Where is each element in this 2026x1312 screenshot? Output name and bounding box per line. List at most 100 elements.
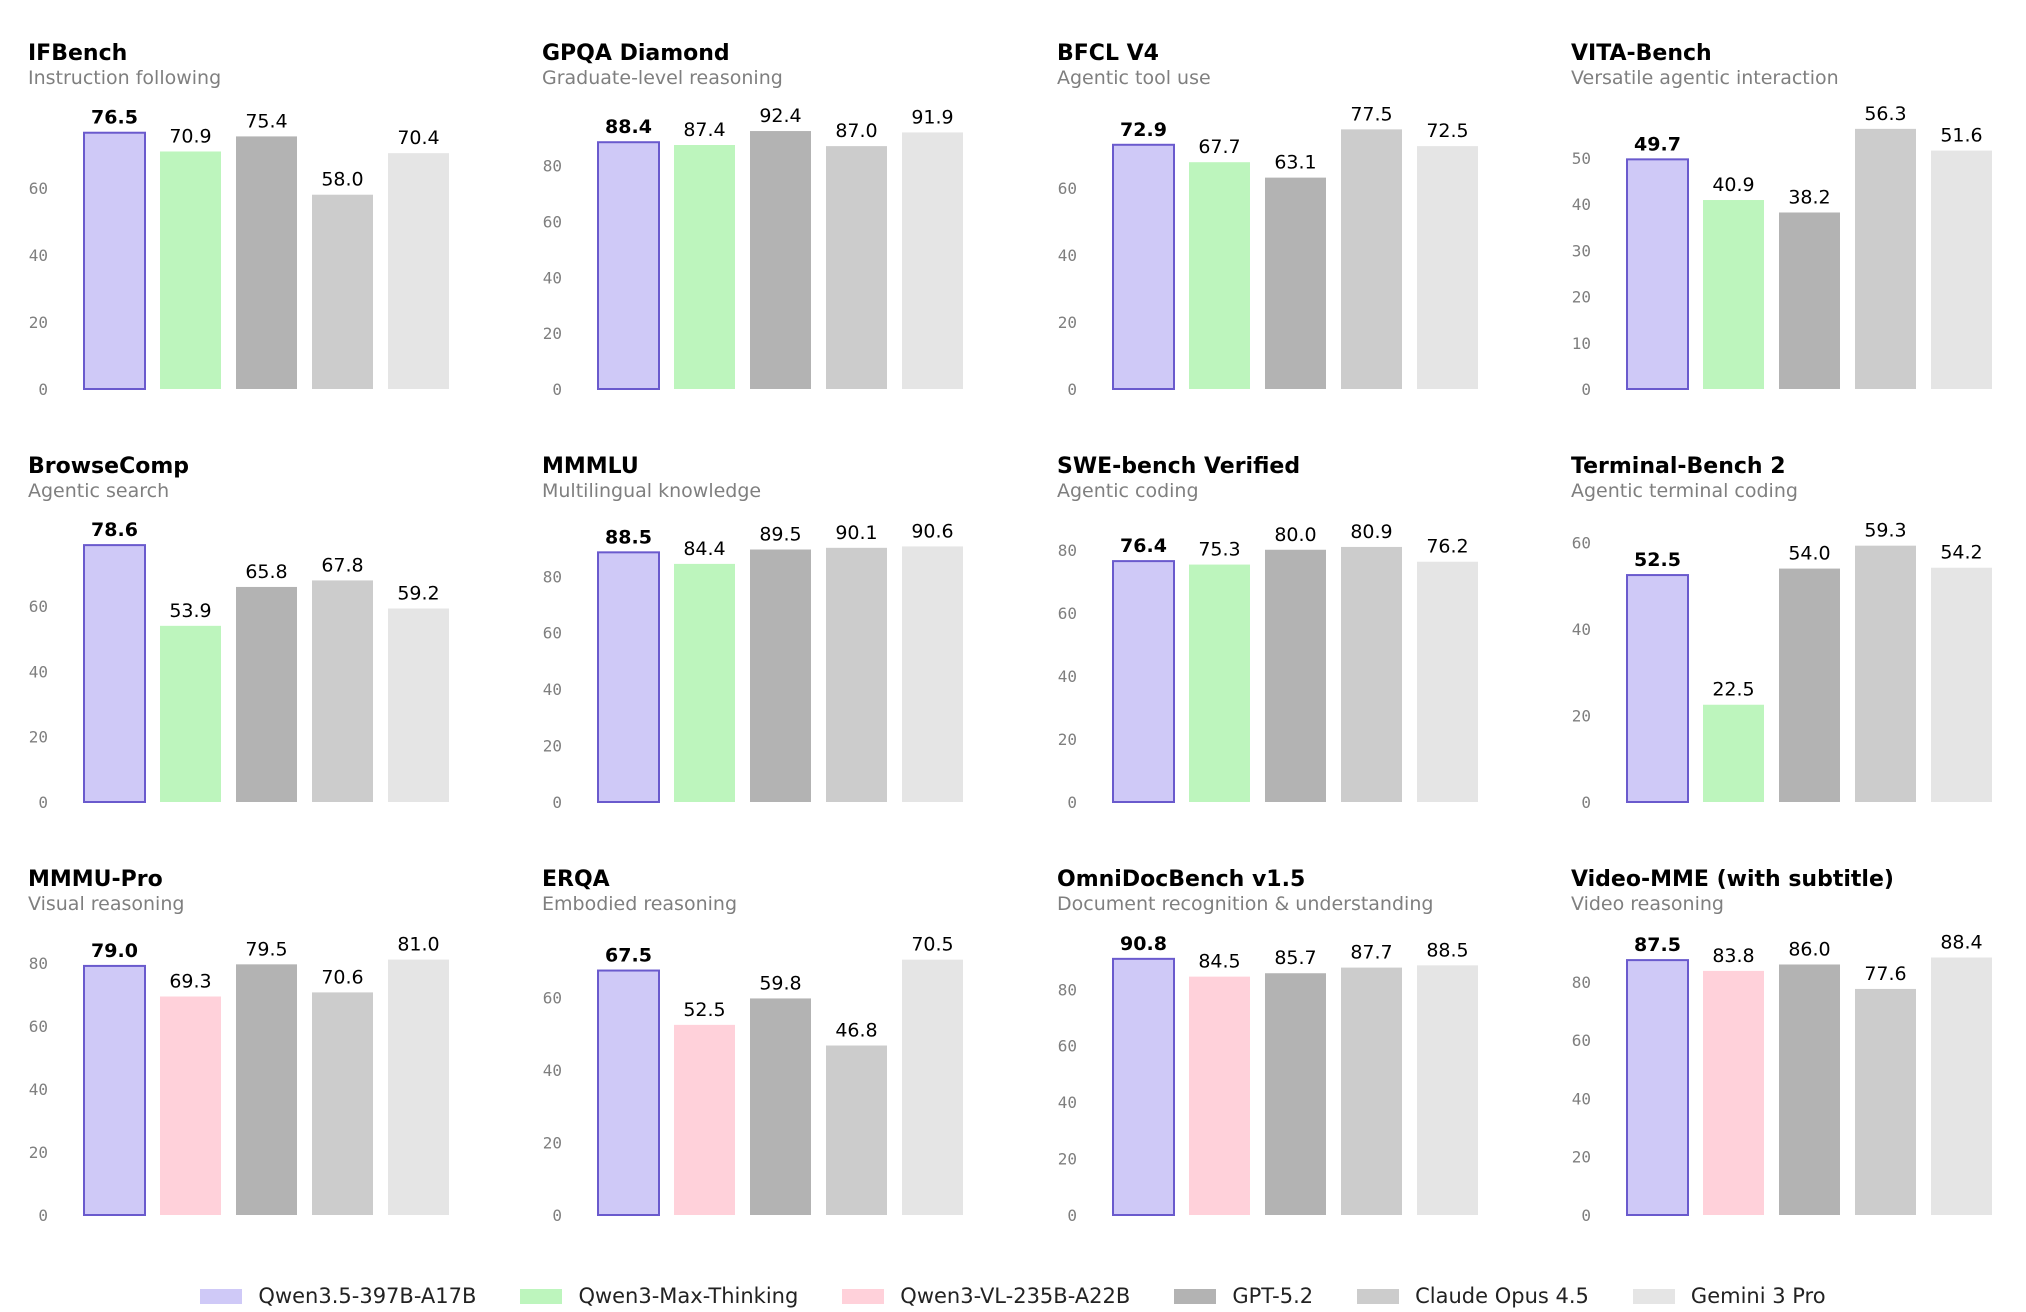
y-tick-label: 40 (29, 246, 48, 265)
panel-title: VITA-Bench (1571, 41, 1712, 66)
bar-value-label: 91.9 (911, 106, 953, 128)
bar-value-label: 54.0 (1788, 543, 1830, 565)
legend-label: Claude Opus 4.5 (1415, 1284, 1589, 1308)
y-tick-label: 0 (1581, 380, 1591, 399)
bar-value-label: 87.7 (1350, 942, 1392, 964)
panel-subtitle: Graduate-level reasoning (542, 67, 783, 89)
y-tick-label: 20 (543, 324, 562, 343)
legend-swatch (520, 1288, 563, 1304)
y-tick-label: 20 (29, 1143, 48, 1162)
bar-gemini-3-pro (1417, 561, 1478, 802)
panel-subtitle: Versatile agentic interaction (1571, 67, 1839, 89)
bar-gpt-5-2 (1779, 964, 1840, 1215)
y-tick-label: 0 (552, 380, 562, 399)
y-tick-label: 0 (1067, 380, 1077, 399)
bar-value-label: 88.4 (1940, 931, 1982, 953)
y-tick-label: 60 (1572, 534, 1591, 553)
y-tick-label: 80 (1572, 973, 1591, 992)
bar-qwen3-max-thinking (1189, 564, 1250, 802)
y-tick-label: 40 (543, 1061, 562, 1080)
bar-qwen3-5-397b-a17b (83, 131, 146, 390)
bar-value-label: 67.5 (605, 945, 652, 967)
bar-gemini-3-pro (902, 959, 963, 1215)
bar-gpt-5-2 (236, 586, 297, 802)
y-tick-label: 40 (543, 680, 562, 699)
bar-gemini-3-pro (1417, 146, 1478, 389)
bar-qwen3-max-thinking (1189, 162, 1250, 389)
y-tick-label: 40 (543, 268, 562, 287)
y-tick-label: 20 (543, 737, 562, 756)
bar-gemini-3-pro (1931, 150, 1992, 389)
bar-value-label: 84.5 (1198, 951, 1240, 973)
bar-gpt-5-2 (750, 549, 811, 802)
y-tick-label: 20 (29, 313, 48, 332)
panel-title: BrowseComp (28, 454, 189, 479)
bar-value-label: 79.5 (245, 938, 287, 960)
bar-qwen3-max-thinking (674, 145, 735, 389)
y-tick-label: 40 (1572, 620, 1591, 639)
bar-value-label: 87.5 (1634, 934, 1681, 956)
bar-value-label: 22.5 (1712, 679, 1754, 701)
bar-value-label: 67.8 (321, 554, 363, 576)
bar-gemini-3-pro (902, 546, 963, 802)
bar-value-label: 77.5 (1350, 103, 1392, 125)
bar-gemini-3-pro (388, 959, 449, 1215)
bar-value-label: 79.0 (91, 940, 138, 962)
bar-gemini-3-pro (1417, 965, 1478, 1215)
bar-qwen3-5-397b-a17b (597, 969, 660, 1216)
panel-subtitle: Video reasoning (1571, 893, 1724, 915)
legend-swatch (1357, 1288, 1400, 1304)
bar-value-label: 49.7 (1634, 133, 1681, 155)
bar-gpt-5-2 (750, 998, 811, 1215)
bar-gemini-3-pro (388, 608, 449, 802)
bar-value-label: 72.5 (1426, 120, 1468, 142)
bar-claude-opus-4-5 (1855, 545, 1916, 802)
legend-item-qwen3-max-thinking: Qwen3-Max-Thinking (520, 1284, 798, 1308)
bar-claude-opus-4-5 (826, 547, 887, 802)
y-tick-label: 0 (552, 1206, 562, 1225)
panel-title: MMMLU (542, 454, 639, 479)
y-tick-label: 40 (1058, 1093, 1077, 1112)
y-tick-label: 80 (29, 954, 48, 973)
bar-qwen3-vl-235b-a22b (1189, 976, 1250, 1215)
y-tick-label: 60 (29, 179, 48, 198)
y-tick-label: 0 (38, 793, 48, 812)
bar-qwen3-5-397b-a17b (1626, 158, 1689, 390)
legend-swatch (1174, 1288, 1217, 1304)
y-tick-label: 40 (1572, 1089, 1591, 1108)
panel-title: SWE-bench Verified (1057, 454, 1300, 479)
legend-swatch (1632, 1288, 1675, 1304)
y-tick-label: 0 (38, 1206, 48, 1225)
bar-gpt-5-2 (1265, 973, 1326, 1215)
bar-qwen3-5-397b-a17b (1112, 957, 1175, 1217)
legend-label: Qwen3-Max-Thinking (578, 1284, 799, 1308)
bar-qwen3-5-397b-a17b (597, 551, 660, 804)
bar-value-label: 54.2 (1940, 542, 1982, 564)
bar-value-label: 51.6 (1940, 125, 1982, 147)
y-tick-label: 80 (1058, 541, 1077, 560)
y-tick-label: 20 (1572, 288, 1591, 307)
legend-swatch (842, 1288, 885, 1304)
bar-qwen3-vl-235b-a22b (674, 1024, 735, 1215)
bar-value-label: 52.5 (683, 999, 725, 1021)
legend-label: Qwen3-VL-235B-A22B (900, 1284, 1131, 1308)
y-tick-label: 80 (543, 157, 562, 176)
y-tick-label: 60 (1058, 604, 1077, 623)
panel-subtitle: Multilingual knowledge (542, 480, 761, 502)
bar-value-label: 63.1 (1274, 152, 1316, 174)
bar-value-label: 76.5 (91, 107, 138, 129)
legend-item-qwen3-5-397b-a17b: Qwen3.5-397B-A17B (200, 1284, 476, 1308)
y-tick-label: 50 (1572, 149, 1591, 168)
bar-claude-opus-4-5 (1341, 546, 1402, 802)
bar-value-label: 76.2 (1426, 536, 1468, 558)
legend-swatch (200, 1288, 243, 1304)
bar-value-label: 80.0 (1274, 524, 1316, 546)
bar-claude-opus-4-5 (826, 146, 887, 389)
bar-value-label: 52.5 (1634, 549, 1681, 571)
legend-label: Qwen3.5-397B-A17B (258, 1284, 477, 1308)
